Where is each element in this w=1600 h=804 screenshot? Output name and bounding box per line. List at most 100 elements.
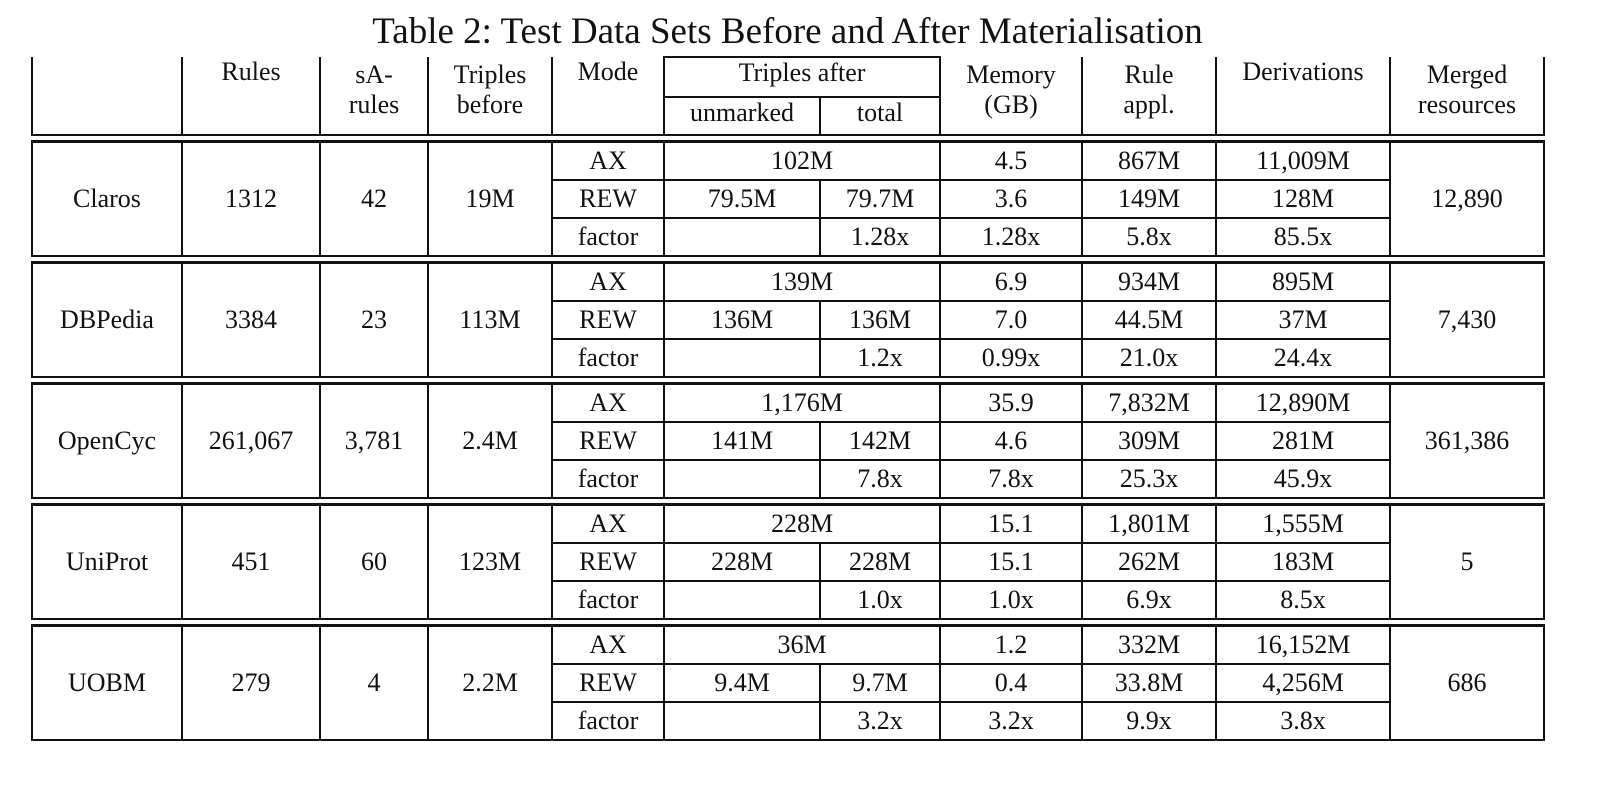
rule-appl-cell: 9.9x	[1081, 701, 1218, 741]
header-rules: Rules	[181, 57, 321, 135]
unmarked-cell	[663, 459, 821, 499]
unmarked-cell	[663, 701, 821, 741]
memory-cell: 15.1	[939, 503, 1084, 544]
table-row-factor: factor 3.2x 3.2x 9.9x 3.8x	[32, 701, 1544, 741]
mode-cell: factor	[551, 580, 665, 620]
triples-after-cell: 228M	[662, 503, 942, 544]
total-cell: 228M	[818, 542, 942, 582]
memory-cell: 3.2x	[939, 701, 1084, 741]
mode-cell: AX	[551, 624, 665, 665]
memory-cell: 6.9	[939, 261, 1084, 302]
sa-rules-cell: 60	[319, 503, 429, 620]
header-rule-appl: Rule appl.	[1081, 57, 1218, 135]
header-dataset	[31, 57, 183, 135]
dataset-name: Claros	[31, 140, 183, 257]
triples-before-cell: 19M	[427, 140, 553, 257]
triples-after-cell: 1,176M	[662, 382, 942, 423]
mode-cell: AX	[551, 503, 665, 544]
results-table: Rules sA-rules Triples before Mode Triple…	[31, 56, 1546, 741]
memory-cell: 1.2	[939, 624, 1084, 665]
merged-resources-cell: 686	[1389, 624, 1546, 741]
unmarked-cell: 136M	[663, 300, 821, 340]
memory-cell: 1.0x	[939, 580, 1084, 620]
memory-cell: 35.9	[939, 382, 1084, 423]
header-merged: Merged resources	[1389, 57, 1546, 135]
mode-cell: factor	[551, 217, 665, 257]
header-mode: Mode	[551, 57, 665, 135]
rule-appl-cell: 149M	[1081, 179, 1218, 219]
triples-after-cell: 102M	[662, 140, 942, 181]
unmarked-cell: 9.4M	[663, 663, 821, 703]
memory-cell: 3.6	[939, 179, 1084, 219]
sa-rules-cell: 3,781	[319, 382, 429, 499]
merged-resources-cell: 7,430	[1389, 261, 1546, 378]
triples-before-cell: 123M	[427, 503, 553, 620]
table-row-factor: factor 1.28x 1.28x 5.8x 85.5x	[32, 217, 1544, 257]
table-row-factor: factor 1.2x 0.99x 21.0x 24.4x	[32, 338, 1544, 378]
header-triples-after: Triples after	[662, 56, 942, 98]
header-triples-before: Triples before	[427, 57, 553, 135]
total-cell: 3.2x	[818, 701, 942, 741]
derivations-cell: 12,890M	[1215, 382, 1392, 423]
triples-before-cell: 2.4M	[427, 382, 553, 499]
sa-rules-cell: 4	[319, 624, 429, 741]
rules-cell: 451	[181, 503, 321, 620]
header-unmarked: unmarked	[663, 96, 821, 136]
derivations-cell: 128M	[1215, 179, 1392, 219]
rule-appl-cell: 934M	[1081, 261, 1218, 302]
header-derivations: Derivations	[1215, 57, 1392, 135]
total-cell: 142M	[818, 421, 942, 461]
derivations-cell: 3.8x	[1215, 701, 1392, 741]
unmarked-cell: 141M	[663, 421, 821, 461]
derivations-cell: 37M	[1215, 300, 1392, 340]
total-cell: 7.8x	[818, 459, 942, 499]
table-row-rew: REW 79.5M 79.7M 3.6 149M 128M	[32, 179, 1544, 219]
unmarked-cell	[663, 217, 821, 257]
table-row-ax: Claros 1312 42 19M AX 102M 4.5 867M 11,009M 12,89…	[31, 140, 1546, 257]
derivations-cell: 24.4x	[1215, 338, 1392, 378]
derivations-cell: 4,256M	[1215, 663, 1392, 703]
memory-cell: 0.4	[939, 663, 1084, 703]
header-row-1: Rules sA-rules Triples before Mode Triple…	[31, 56, 1546, 135]
table-row-ax: DBPedia 3384 23 113M AX 139M 6.9 934M 895M 7,430	[31, 261, 1546, 378]
memory-cell: 15.1	[939, 542, 1084, 582]
triples-after-cell: 36M	[662, 624, 942, 665]
rule-appl-cell: 33.8M	[1081, 663, 1218, 703]
triples-before-cell: 113M	[427, 261, 553, 378]
rules-cell: 279	[181, 624, 321, 741]
rules-cell: 1312	[181, 140, 321, 257]
derivations-cell: 11,009M	[1215, 140, 1392, 181]
rule-appl-cell: 21.0x	[1081, 338, 1218, 378]
memory-cell: 7.0	[939, 300, 1084, 340]
rule-appl-cell: 332M	[1081, 624, 1218, 665]
dataset-name: DBPedia	[31, 261, 183, 378]
total-cell: 9.7M	[818, 663, 942, 703]
mode-cell: AX	[551, 261, 665, 302]
merged-resources-cell: 12,890	[1389, 140, 1546, 257]
rule-appl-cell: 1,801M	[1081, 503, 1218, 544]
sa-rules-cell: 23	[319, 261, 429, 378]
merged-resources-cell: 361,386	[1389, 382, 1546, 499]
memory-cell: 4.6	[939, 421, 1084, 461]
mode-cell: REW	[551, 542, 665, 582]
unmarked-cell	[663, 580, 821, 620]
dataset-name: OpenCyc	[31, 382, 183, 499]
mode-cell: REW	[551, 421, 665, 461]
table-row-ax: UOBM 279 4 2.2M AX 36M 1.2 332M 16,152M 686	[31, 624, 1546, 741]
rule-appl-cell: 6.9x	[1081, 580, 1218, 620]
triples-before-cell: 2.2M	[427, 624, 553, 741]
mode-cell: AX	[551, 140, 665, 181]
triples-after-cell: 139M	[662, 261, 942, 302]
total-cell: 1.0x	[818, 580, 942, 620]
rules-cell: 261,067	[181, 382, 321, 499]
derivations-cell: 183M	[1215, 542, 1392, 582]
derivations-cell: 895M	[1215, 261, 1392, 302]
rules-cell: 3384	[181, 261, 321, 378]
mode-cell: AX	[551, 382, 665, 423]
header-memory: Memory (GB)	[939, 57, 1084, 135]
unmarked-cell: 228M	[663, 542, 821, 582]
derivations-cell: 16,152M	[1215, 624, 1392, 665]
table-row-rew: REW 141M 142M 4.6 309M 281M	[32, 421, 1544, 461]
table-row-factor: factor 7.8x 7.8x 25.3x 45.9x	[32, 459, 1544, 499]
total-cell: 136M	[818, 300, 942, 340]
